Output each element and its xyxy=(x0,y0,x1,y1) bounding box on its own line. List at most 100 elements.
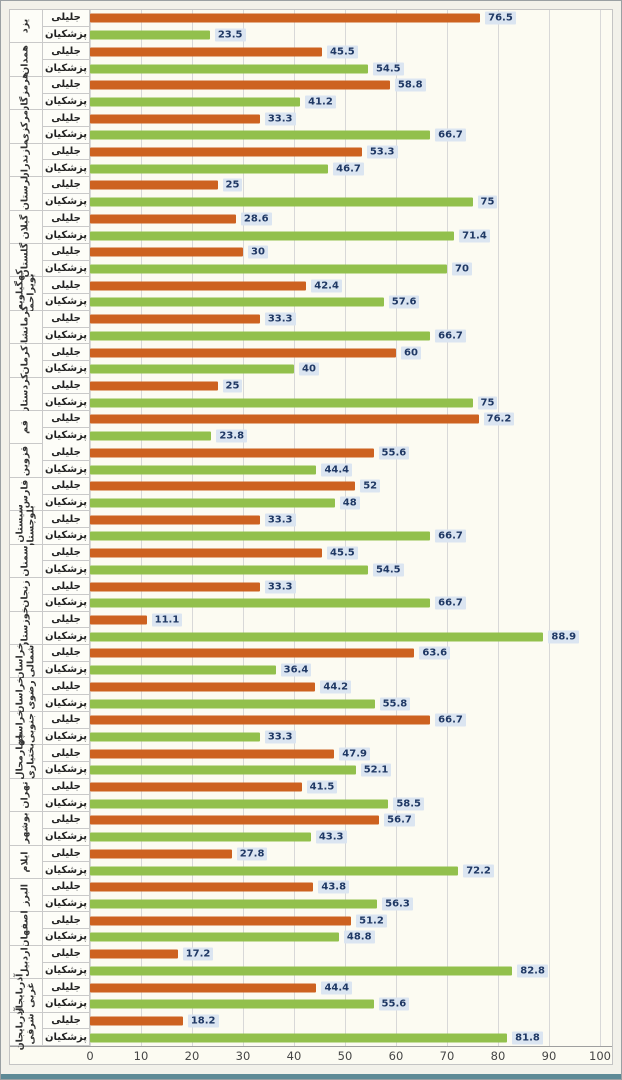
candidate-label-cell: جلیلی xyxy=(43,678,90,696)
candidate-name: پزشکیان xyxy=(45,162,87,174)
candidate-label-cell: جلیلی xyxy=(43,511,90,529)
province-group: کهگیلویه و بویراحمد جلیلی 42.4 پزشکیان 57.6 xyxy=(10,269,612,318)
bar-row: پزشکیان 44.4 xyxy=(43,461,612,478)
province-rows: جلیلی 44.2 پزشکیان 55.8 xyxy=(43,678,612,712)
bar-track: 66.7 xyxy=(90,328,600,345)
province-group: لرستان جلیلی 25 پزشکیان 75 xyxy=(10,176,612,211)
province-group: سمنان جلیلی 45.5 پزشکیان 54.5 xyxy=(10,544,612,579)
candidate-name: پزشکیان xyxy=(45,764,87,776)
candidate-name: پزشکیان xyxy=(45,296,87,308)
candidate-label-cell: پزشکیان xyxy=(43,828,90,846)
value-label: 58.8 xyxy=(394,78,426,92)
bar-row: جلیلی 45.5 xyxy=(43,43,612,61)
bar-row: پزشکیان 88.9 xyxy=(43,628,612,646)
bar-track: 54.5 xyxy=(90,60,600,77)
province-label-cell: البرز xyxy=(10,878,43,913)
province-label-cell: چهارمحال و بختیاری xyxy=(10,734,43,789)
bar-jalili xyxy=(90,582,260,592)
province-rows: جلیلی 33.3 پزشکیان 66.7 xyxy=(43,511,612,545)
province-rows: جلیلی 18.2 پزشکیان 81.8 xyxy=(43,1012,612,1047)
value-label: 36.4 xyxy=(280,663,312,677)
candidate-label-cell: جلیلی xyxy=(43,645,90,662)
candidate-label-cell: پزشکیان xyxy=(43,795,90,813)
bar-jalili xyxy=(90,147,362,157)
bar-row: پزشکیان 56.3 xyxy=(43,895,612,913)
province-rows: جلیلی 58.8 پزشکیان 41.2 xyxy=(43,76,612,111)
bar-row: جلیلی 66.7 xyxy=(43,711,612,729)
province-group: خراسان شمالی جلیلی 63.6 پزشکیان 36.4 xyxy=(10,643,612,680)
province-group: اردبیل جلیلی 17.2 پزشکیان 82.8 xyxy=(10,945,612,980)
bar-pezeshkian xyxy=(90,498,335,508)
candidate-name: جلیلی xyxy=(51,45,81,57)
bar-jalili xyxy=(90,481,356,491)
bar-row: پزشکیان 82.8 xyxy=(43,962,612,980)
province-rows: جلیلی 53.3 پزشکیان 46.7 xyxy=(43,143,612,178)
candidate-label-cell: پزشکیان xyxy=(43,126,90,144)
x-tick: 10 xyxy=(133,1049,149,1063)
bar-track: 41.2 xyxy=(90,94,600,111)
candidate-name: جلیلی xyxy=(51,881,81,893)
candidate-label-cell: پزشکیان xyxy=(43,628,90,646)
bar-track: 63.6 xyxy=(90,645,600,662)
bar-pezeshkian xyxy=(90,264,447,274)
bar-track: 17.2 xyxy=(90,946,600,963)
candidate-name: جلیلی xyxy=(51,313,81,325)
bar-pezeshkian xyxy=(90,832,311,842)
province-rows: جلیلی 11.1 پزشکیان 88.9 xyxy=(43,611,612,646)
province-group: مرکزی جلیلی 33.3 پزشکیان 66.7 xyxy=(10,110,612,144)
value-label: 41.2 xyxy=(305,95,336,109)
bar-pezeshkian xyxy=(90,699,375,709)
bar-track: 43.8 xyxy=(90,879,600,896)
bar-track: 30 xyxy=(90,244,600,261)
bar-track: 33.3 xyxy=(90,511,600,528)
bar-pezeshkian xyxy=(90,297,384,307)
value-label: 82.8 xyxy=(517,964,548,978)
bar-track: 40 xyxy=(90,361,600,378)
province-group: قم جلیلی 76.2 پزشکیان 23.8 xyxy=(10,411,612,445)
bar-row: جلیلی 44.4 xyxy=(43,979,612,996)
candidate-name: جلیلی xyxy=(51,112,81,124)
bar-track: 44.2 xyxy=(90,678,600,695)
candidate-name: پزشکیان xyxy=(45,396,87,408)
bar-row: جلیلی 18.2 xyxy=(43,1012,612,1030)
candidate-name: جلیلی xyxy=(51,981,81,993)
value-label: 54.5 xyxy=(372,563,404,577)
bar-jalili xyxy=(90,983,317,993)
province-label-cell: تهران xyxy=(10,778,43,813)
value-label: 45.5 xyxy=(327,45,358,59)
candidate-label-cell: پزشکیان xyxy=(43,561,90,579)
candidate-label-cell: پزشکیان xyxy=(43,60,90,77)
candidate-label-cell: جلیلی xyxy=(43,845,90,863)
bar-track: 76.5 xyxy=(90,10,600,27)
candidate-label-cell: پزشکیان xyxy=(43,895,90,913)
candidate-label-cell: جلیلی xyxy=(43,812,90,829)
value-label: 66.7 xyxy=(435,128,466,142)
candidate-label-cell: پزشکیان xyxy=(43,1029,90,1047)
value-label: 55.6 xyxy=(378,997,410,1011)
bar-row: پزشکیان 41.2 xyxy=(43,93,612,111)
candidate-name: پزشکیان xyxy=(45,964,87,976)
candidate-name: جلیلی xyxy=(51,847,81,859)
bar-row: جلیلی 28.6 xyxy=(43,210,612,228)
bar-pezeshkian xyxy=(90,130,431,140)
bar-track: 54.5 xyxy=(90,561,600,578)
candidate-label-cell: جلیلی xyxy=(43,544,90,562)
bar-row: جلیلی 76.5 xyxy=(43,10,612,27)
candidate-name: جلیلی xyxy=(51,747,81,759)
bar-track: 28.6 xyxy=(90,211,600,228)
value-label: 23.8 xyxy=(216,429,248,443)
bar-track: 51.2 xyxy=(90,912,600,929)
bar-pezeshkian xyxy=(90,632,544,642)
bar-row: پزشکیان 43.3 xyxy=(43,828,612,846)
candidate-label-cell: جلیلی xyxy=(43,1012,90,1030)
bar-track: 48 xyxy=(90,495,600,512)
candidate-name: جلیلی xyxy=(51,79,81,91)
candidate-label-cell: جلیلی xyxy=(43,878,90,896)
candidate-label-cell: جلیلی xyxy=(43,778,90,796)
province-group: فارس جلیلی 52 پزشکیان 48 xyxy=(10,477,612,512)
value-label: 60 xyxy=(401,346,421,360)
value-label: 63.6 xyxy=(419,646,451,660)
bar-track: 42.4 xyxy=(90,277,600,294)
candidate-name: جلیلی xyxy=(51,513,81,525)
bar-track: 48.8 xyxy=(90,929,600,946)
